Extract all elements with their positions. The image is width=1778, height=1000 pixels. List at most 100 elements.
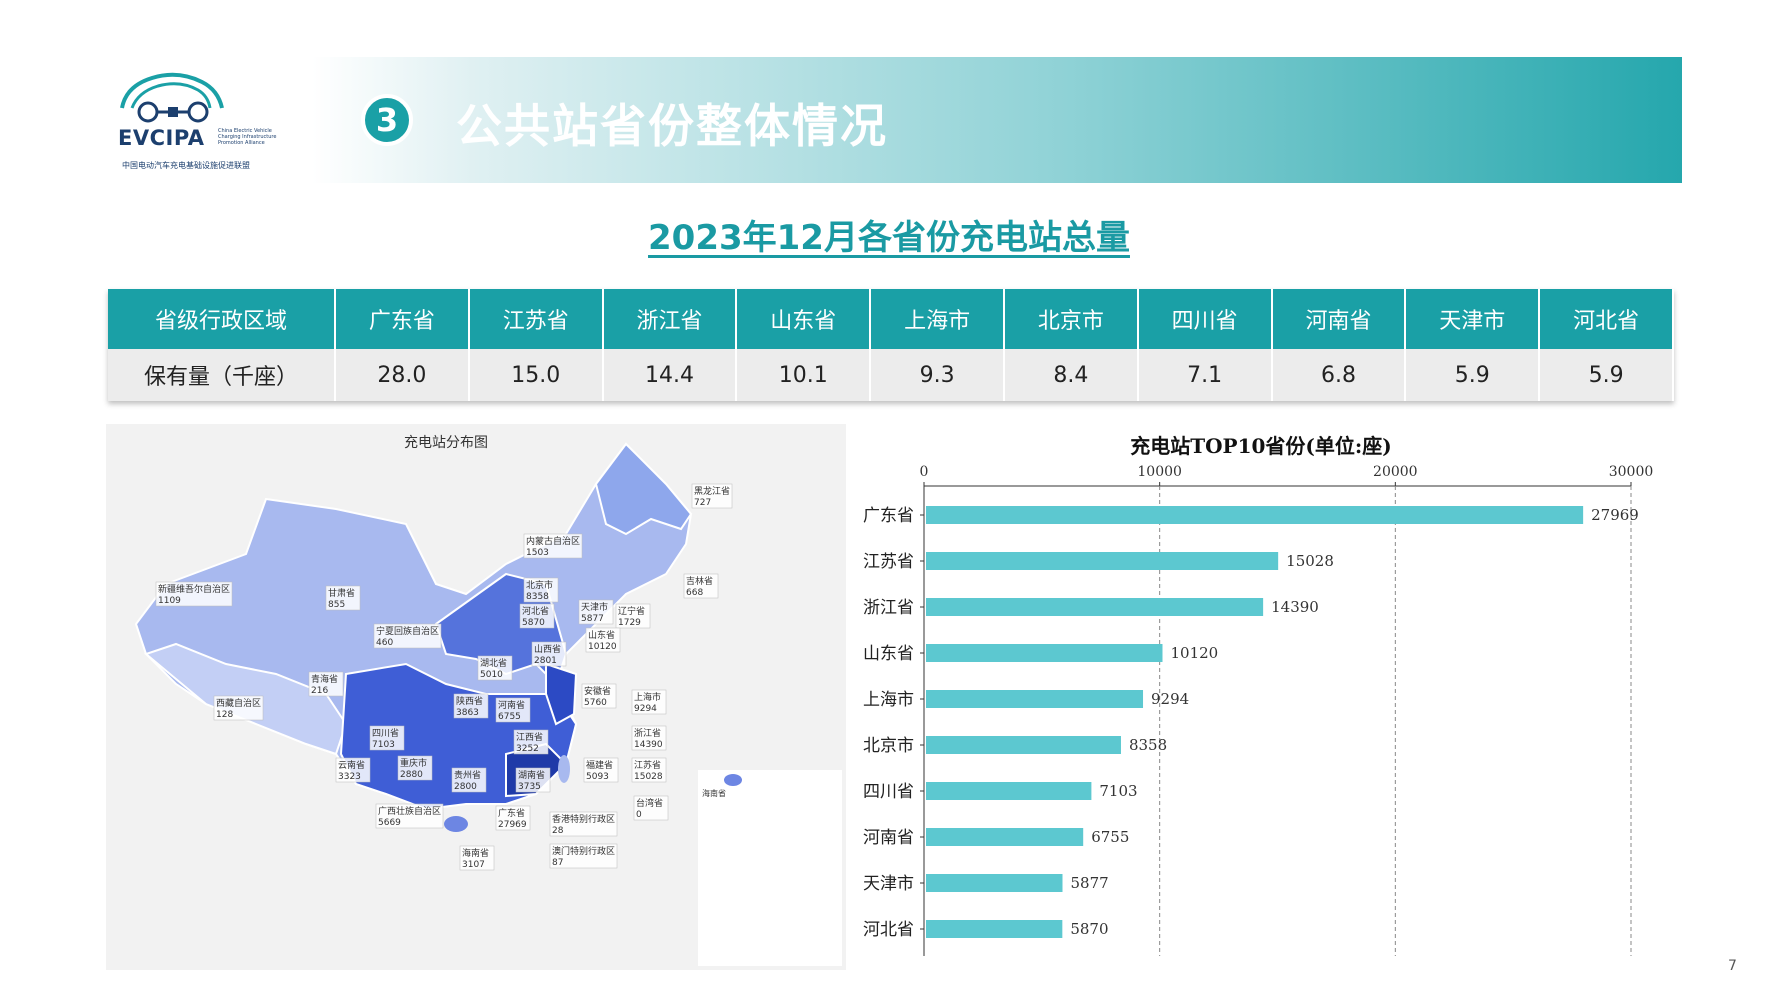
section-number-badge: 3 xyxy=(361,94,413,146)
map-label-value: 5669 xyxy=(378,818,401,828)
map-label-name: 陕西省 xyxy=(456,695,483,707)
map-label-box xyxy=(578,599,614,625)
value-cell: 15.0 xyxy=(468,349,604,401)
map-title: 充电站分布图 xyxy=(404,435,488,451)
map-label-name: 上海市 xyxy=(634,691,661,703)
map-label-name: 西藏自治区 xyxy=(216,697,261,709)
map-label-name: 云南省 xyxy=(338,759,365,771)
map-label-value: 28 xyxy=(552,826,564,836)
section-subtitle: 2023年12月各省份充电站总量 xyxy=(648,218,1130,258)
map-label-name: 海南省 xyxy=(462,847,489,859)
bar xyxy=(926,920,1063,938)
map-label-name: 甘肃省 xyxy=(328,587,355,599)
map-label-name: 河南省 xyxy=(498,699,525,711)
map-label-value: 1503 xyxy=(526,548,549,558)
header-cell-region: 省级行政区域 xyxy=(108,289,336,349)
map-label-name: 广西壮族自治区 xyxy=(378,805,441,817)
header-cell-province: 河北省 xyxy=(1539,289,1674,349)
map-label-value: 5870 xyxy=(522,618,545,628)
summary-value-row: 保有量（千座） 28.0 15.0 14.4 10.1 9.3 8.4 7.1 … xyxy=(108,349,1674,401)
map-label-name: 北京市 xyxy=(526,579,553,591)
data-label: 9294 xyxy=(1151,690,1189,708)
map-label-box xyxy=(373,623,442,649)
header-cell-province: 四川省 xyxy=(1137,289,1273,349)
map-label-name: 江苏省 xyxy=(634,759,661,771)
value-cell: 5.9 xyxy=(1405,349,1541,401)
map-label-value: 27969 xyxy=(498,820,527,830)
map-label-box xyxy=(691,483,733,509)
bar xyxy=(926,644,1163,662)
map-label-value: 2880 xyxy=(400,770,423,780)
map-label-value: 5877 xyxy=(581,614,604,624)
map-label-box xyxy=(325,585,361,611)
map-label-box xyxy=(523,533,583,559)
map-label-value: 668 xyxy=(686,588,703,598)
bar xyxy=(926,736,1121,754)
map-label-value: 460 xyxy=(376,638,393,648)
value-cell: 14.4 xyxy=(602,349,738,401)
map-label-box xyxy=(451,767,487,793)
map-label-name: 湖北省 xyxy=(480,657,507,669)
map-label-name: 青海省 xyxy=(311,673,338,685)
x-tick-label: 0 xyxy=(920,464,929,480)
car-plug-icon xyxy=(120,72,224,123)
map-label-value: 2801 xyxy=(534,656,557,666)
row-label-cell: 保有量（千座） xyxy=(108,349,336,401)
chart-title: 充电站TOP10省份(单位:座) xyxy=(1130,434,1392,458)
map-label-name: 贵州省 xyxy=(454,769,481,781)
map-label-name: 山东省 xyxy=(588,629,615,641)
map-label-box xyxy=(631,757,667,783)
map-label-box xyxy=(585,627,621,653)
category-label: 河南省 xyxy=(863,828,914,848)
category-label: 江苏省 xyxy=(863,552,914,572)
map-label-box xyxy=(515,767,551,793)
header-cell-province: 上海市 xyxy=(870,289,1005,349)
bar xyxy=(926,552,1279,570)
top10-bar-chart: 充电站TOP10省份(单位:座) 0 10000 20000 30000 广东省 2796… xyxy=(846,424,1676,984)
map-label-value: 3863 xyxy=(456,708,479,718)
inset-island xyxy=(724,774,742,786)
category-label: 四川省 xyxy=(863,782,914,802)
logo-chinese-name: 中国电动汽车充电基础设施促进联盟 xyxy=(122,161,250,170)
map-label-name: 香港特别行政区 xyxy=(552,813,615,825)
data-label: 7103 xyxy=(1099,782,1137,800)
bar xyxy=(926,598,1264,616)
page-title: 公共站省份整体情况 xyxy=(456,99,888,153)
value-cell: 10.1 xyxy=(736,349,872,401)
map-label-box xyxy=(335,757,371,783)
data-label: 5870 xyxy=(1070,920,1108,938)
map-label-box xyxy=(549,811,618,837)
header-banner xyxy=(312,57,1682,183)
bar-chart-plot: 0 10000 20000 30000 广东省 27969 江苏省 15028 浙江省 14390… xyxy=(863,464,1654,956)
category-label: 天津市 xyxy=(863,874,914,894)
map-label-value: 3252 xyxy=(516,744,539,754)
map-label-name: 福建省 xyxy=(586,759,613,771)
map-label-box xyxy=(495,805,531,831)
category-label: 浙江省 xyxy=(863,598,914,618)
data-label: 14390 xyxy=(1271,598,1319,616)
map-label-box xyxy=(519,603,555,629)
header-cell-province: 江苏省 xyxy=(468,289,604,349)
data-label: 8358 xyxy=(1129,736,1167,754)
x-tick-label: 30000 xyxy=(1609,464,1654,480)
value-cell: 28.0 xyxy=(335,349,470,401)
map-label-box xyxy=(631,689,667,715)
map-label-box xyxy=(477,655,513,681)
south-china-sea-inset: 海南省 xyxy=(698,770,842,966)
map-label-value: 5093 xyxy=(586,772,609,782)
map-label-box xyxy=(369,725,405,751)
